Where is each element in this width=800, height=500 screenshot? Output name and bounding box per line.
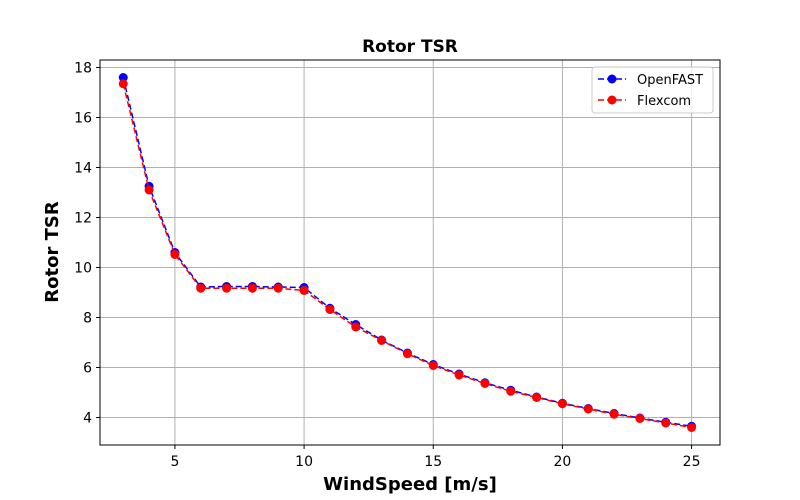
data-point-flexcom [661,418,671,428]
data-point-flexcom [454,370,464,380]
series-layer [118,73,697,432]
data-point-flexcom [583,404,593,414]
data-point-flexcom [506,386,516,396]
chart-title: Rotor TSR [362,37,458,57]
x-tick-label: 20 [554,454,572,470]
legend-box [591,66,714,114]
y-tick-label: 10 [74,261,92,277]
series-flexcom [118,79,697,432]
data-point-openfast [118,73,128,82]
data-point-flexcom [170,250,180,259]
data-point-flexcom [247,283,257,293]
data-point-flexcom [273,283,283,293]
legend-label-openfast: OpenFAST [637,73,703,88]
x-axis-label: WindSpeed [m/s] [323,474,497,495]
data-point-flexcom [299,286,309,295]
y-tick-label: 18 [74,61,92,77]
legend: OpenFAST Flexcom [591,66,714,114]
x-tick-label: 25 [683,454,701,470]
data-point-flexcom [325,305,335,314]
data-point-flexcom [609,409,619,419]
x-tick-label: 10 [295,454,313,470]
data-point-flexcom [480,379,490,388]
data-point-flexcom [402,349,412,359]
data-point-flexcom [351,322,361,332]
ticks: 5 10 15 20 25 4 6 8 10 12 14 16 18 [74,61,700,471]
grid [100,60,720,445]
data-point-flexcom [687,423,697,432]
y-tick-label: 4 [83,411,92,427]
data-point-flexcom [377,336,387,345]
data-point-flexcom [428,361,438,370]
x-tick-label: 5 [170,454,179,470]
legend-marker-openfast [607,74,617,84]
legend-label-flexcom: Flexcom [637,94,691,109]
y-tick-label: 16 [74,111,92,127]
plot-frame [99,59,721,446]
data-point-flexcom [532,393,542,402]
data-point-flexcom [557,399,567,409]
data-point-flexcom [635,414,645,423]
legend-marker-flexcom [607,95,617,105]
data-point-flexcom [144,185,154,195]
data-point-flexcom [222,283,232,293]
y-tick-label: 14 [74,161,92,177]
y-tick-label: 6 [83,361,92,377]
y-tick-label: 8 [83,311,92,327]
y-axis-label: Rotor TSR [42,201,63,303]
data-point-flexcom [196,283,206,293]
x-tick-label: 15 [424,454,442,470]
y-tick-label: 12 [74,211,92,227]
data-point-flexcom [118,79,128,89]
